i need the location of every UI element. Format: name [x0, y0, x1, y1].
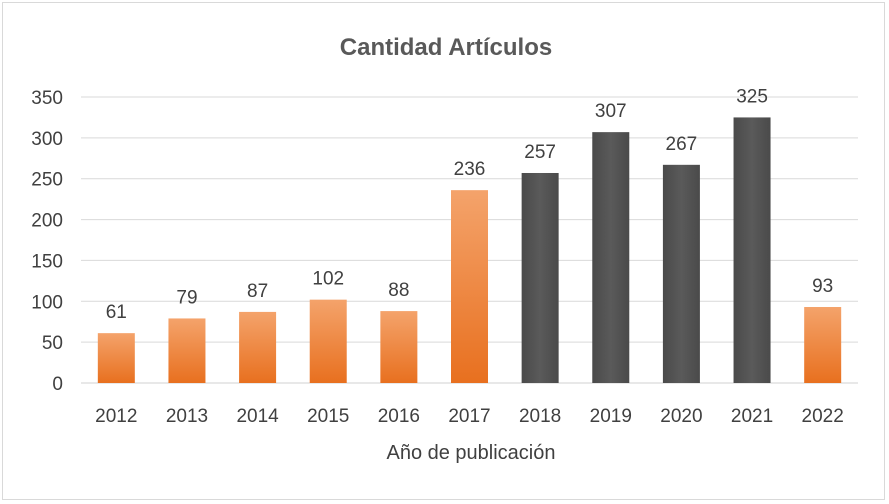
- data-label-2019: 307: [595, 101, 627, 122]
- bar-2021: [733, 117, 771, 383]
- data-labels: 61 79 87 102 88 236 257 307 267 325 93: [106, 86, 834, 323]
- x-tick-label-2015: 2015: [307, 406, 349, 427]
- y-tick-label: 100: [31, 292, 63, 313]
- x-tick-label-2012: 2012: [95, 406, 137, 427]
- bar-2022: [804, 307, 842, 383]
- x-tick-label-2020: 2020: [660, 406, 702, 427]
- data-label-2012: 61: [106, 302, 127, 323]
- bar-2014: [239, 311, 277, 383]
- x-tick-label-2017: 2017: [448, 406, 490, 427]
- data-label-2015: 102: [312, 269, 344, 290]
- bar-chart: Cantidad Artículos 0 50 100 150 200 250 300 350…: [31, 34, 858, 464]
- bar-2012: [97, 333, 135, 383]
- x-tick-label-2014: 2014: [236, 406, 279, 427]
- bar-2013: [168, 318, 206, 383]
- y-tick-label: 300: [31, 129, 63, 150]
- x-tick-label-2021: 2021: [731, 406, 773, 427]
- x-tick-label-2018: 2018: [519, 406, 561, 427]
- bars: [97, 117, 842, 383]
- data-label-2022: 93: [812, 276, 833, 297]
- data-label-2018: 257: [524, 142, 556, 163]
- bar-2017: [451, 190, 488, 383]
- bar-2020: [662, 164, 700, 383]
- x-tick-label-2016: 2016: [378, 406, 420, 427]
- data-label-2021: 325: [736, 86, 768, 107]
- y-tick-label: 0: [52, 374, 63, 395]
- bar-2016: [380, 311, 418, 383]
- y-tick-label: 350: [31, 88, 63, 109]
- data-label-2013: 79: [176, 287, 197, 308]
- y-tick-label: 150: [31, 251, 63, 272]
- bar-2019: [592, 132, 630, 383]
- bar-2018: [521, 172, 559, 383]
- x-tick-label-2013: 2013: [166, 406, 208, 427]
- data-label-2020: 267: [666, 134, 698, 155]
- data-label-2017: 236: [454, 159, 486, 180]
- x-axis-title: Año de publicación: [386, 442, 555, 464]
- y-tick-label: 250: [31, 170, 63, 191]
- data-label-2016: 88: [388, 280, 409, 301]
- x-axis-ticks: 2012 2013 2014 2015 2016 2017 2018 2019 2020 2021…: [95, 406, 844, 427]
- x-tick-label-2022: 2022: [802, 406, 844, 427]
- y-tick-label: 200: [31, 211, 63, 232]
- data-label-2014: 87: [247, 281, 268, 302]
- y-tick-label: 50: [42, 333, 63, 354]
- chart-title: Cantidad Artículos: [340, 34, 552, 61]
- y-axis-ticks: 0 50 100 150 200 250 300 350: [31, 88, 63, 395]
- bar-2015: [309, 299, 347, 383]
- x-tick-label-2019: 2019: [590, 406, 632, 427]
